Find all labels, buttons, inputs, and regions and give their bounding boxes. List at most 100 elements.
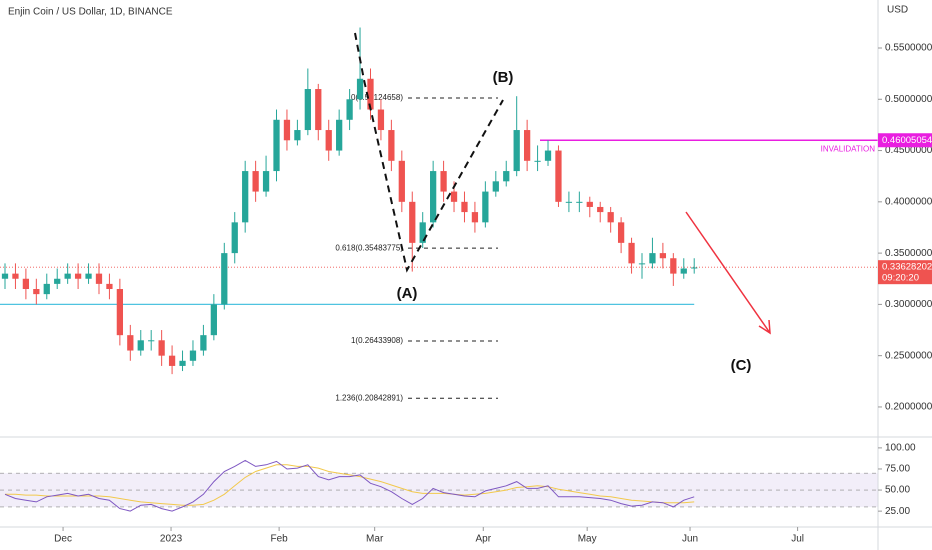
candle-body bbox=[440, 171, 447, 192]
x-tick-label: May bbox=[578, 534, 597, 545]
candle-body bbox=[461, 201, 468, 213]
rsi-tick-label: 75.00 bbox=[885, 464, 910, 475]
candle-body bbox=[106, 283, 113, 290]
last-price-badge bbox=[878, 260, 932, 285]
candle-body bbox=[127, 335, 134, 351]
candle-body bbox=[576, 201, 583, 203]
candle-body bbox=[294, 130, 301, 141]
chart-title: Enjin Coin / US Dollar, 1D, BINANCE bbox=[8, 7, 173, 18]
currency: USD bbox=[887, 5, 908, 16]
candle-body bbox=[513, 130, 520, 172]
candle-body bbox=[148, 340, 155, 342]
candle-body bbox=[158, 340, 165, 356]
candle-body bbox=[252, 171, 259, 192]
candle-body bbox=[555, 150, 562, 202]
candle-body bbox=[597, 206, 604, 213]
fib-label: 1.236(0.20842891) bbox=[335, 393, 403, 402]
candle-body bbox=[346, 99, 353, 120]
fib-label: 0.618(0.35483775) bbox=[335, 243, 403, 252]
candle-body bbox=[168, 355, 176, 366]
wave-label: (C) bbox=[731, 357, 752, 374]
candle-body bbox=[430, 171, 437, 223]
candle-body bbox=[471, 212, 479, 223]
x-tick-label: Jul bbox=[791, 534, 804, 545]
invalidation-badge bbox=[878, 133, 932, 148]
candle-body bbox=[283, 119, 291, 141]
candle-body bbox=[137, 340, 144, 351]
candle-body bbox=[482, 191, 489, 223]
candle-body bbox=[1, 273, 9, 279]
candle-body bbox=[503, 171, 510, 182]
candle-body bbox=[231, 222, 238, 254]
candle-body bbox=[659, 253, 667, 259]
candle-body bbox=[638, 263, 646, 265]
wave-label: (A) bbox=[397, 285, 418, 302]
wave-label: (B) bbox=[493, 69, 514, 86]
candle-body bbox=[336, 119, 343, 151]
candle-body bbox=[210, 304, 217, 336]
candle-body bbox=[116, 289, 124, 336]
candle-body bbox=[523, 130, 531, 161]
candle-body bbox=[534, 160, 541, 162]
candle-body bbox=[189, 350, 197, 361]
candle-body bbox=[273, 119, 280, 172]
candle-body bbox=[325, 130, 332, 151]
fib-label: 1(0.26433908) bbox=[351, 336, 403, 345]
candle-body bbox=[95, 273, 103, 284]
x-tick-label: Jun bbox=[682, 534, 698, 545]
rsi-ma-line bbox=[5, 464, 695, 506]
candle-body bbox=[22, 278, 30, 290]
candle-body bbox=[43, 283, 50, 295]
candle-body bbox=[617, 222, 625, 243]
invalidation-price: 0.46005054 bbox=[882, 135, 932, 146]
wave-path bbox=[354, 32, 504, 273]
fib-label: 0(0.50124658) bbox=[351, 93, 403, 102]
candle-body bbox=[315, 89, 322, 131]
candle-body bbox=[409, 201, 416, 243]
candle-body bbox=[419, 222, 426, 243]
x-tick-label: Mar bbox=[366, 534, 384, 545]
candle-body bbox=[74, 273, 82, 279]
plot: 0(0.50124658) 0.618(0.35483775) 1(0.264339… bbox=[0, 27, 878, 512]
rsi-line bbox=[4, 459, 695, 512]
last-price: 0.33628202 bbox=[882, 262, 932, 273]
candle-body bbox=[492, 181, 499, 192]
candle-body bbox=[54, 278, 61, 284]
candle-body bbox=[221, 253, 228, 305]
candle-body bbox=[544, 150, 552, 161]
candle-body bbox=[12, 273, 19, 279]
candle-body bbox=[200, 335, 207, 351]
candle-body bbox=[179, 360, 186, 366]
candle-body bbox=[356, 78, 364, 100]
candle-body bbox=[450, 191, 458, 202]
candle-body bbox=[304, 89, 311, 131]
candle-body bbox=[262, 171, 270, 192]
candle-body bbox=[242, 171, 249, 223]
invalidation-text: INVALIDATION bbox=[821, 144, 876, 153]
candle-body bbox=[64, 273, 71, 279]
candle-body bbox=[649, 253, 656, 264]
x-tick-label: Dec bbox=[54, 534, 72, 545]
candle-body bbox=[680, 268, 687, 274]
candle-body bbox=[33, 289, 40, 295]
candle-body bbox=[670, 258, 677, 274]
x-tick-label: Apr bbox=[475, 534, 491, 545]
candle-body bbox=[367, 78, 374, 110]
x-tick-label: Feb bbox=[271, 534, 289, 545]
x-tick-label: 2023 bbox=[160, 534, 183, 545]
candle-body bbox=[85, 273, 92, 279]
rsi-tick-label: 50.00 bbox=[885, 485, 910, 496]
candle-body bbox=[691, 267, 698, 269]
arrow-head bbox=[758, 319, 771, 335]
candle-body bbox=[377, 109, 385, 131]
rsi-tick-label: 100.00 bbox=[885, 443, 916, 454]
y-tick-label: 0.55000000 bbox=[885, 43, 932, 54]
